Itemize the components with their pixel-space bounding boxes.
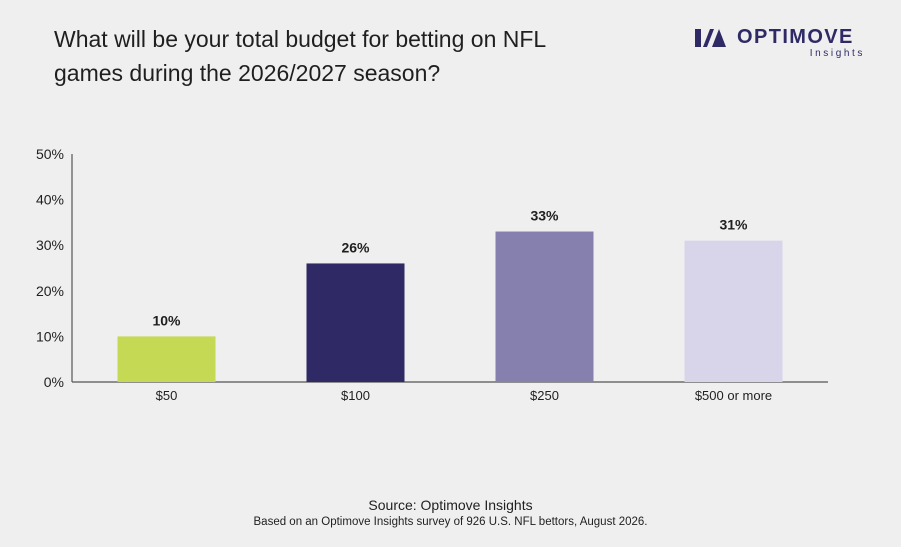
y-tick-label: 40% xyxy=(36,192,64,208)
y-tick-label: 50% xyxy=(36,146,64,162)
x-tick-label: $100 xyxy=(341,388,370,403)
bar xyxy=(684,240,783,382)
chart-title: What will be your total budget for betti… xyxy=(54,26,546,86)
brand-name: OPTIMOVE xyxy=(737,26,854,48)
optimove-logo: OPTIMOVE Insights xyxy=(695,26,865,61)
y-tick-label: 10% xyxy=(36,328,64,344)
bar xyxy=(306,263,405,382)
bar xyxy=(117,336,216,382)
x-tick-label: $500 or more xyxy=(695,388,772,403)
x-tick-label: $250 xyxy=(530,388,559,403)
data-label: 26% xyxy=(341,239,370,255)
survey-note: Based on an Optimove Insights survey of … xyxy=(253,516,648,528)
y-tick-label: 30% xyxy=(36,237,64,253)
y-tick-label: 0% xyxy=(44,374,64,390)
data-label: 10% xyxy=(152,312,181,328)
brand-subtitle: Insights xyxy=(809,48,865,59)
y-tick-label: 20% xyxy=(36,283,64,299)
data-label: 33% xyxy=(530,208,559,224)
source-label: Source: Optimove Insights xyxy=(368,497,533,513)
data-label: 31% xyxy=(719,217,748,233)
x-tick-label: $50 xyxy=(156,388,178,403)
bar xyxy=(495,231,594,382)
logo-mark-icon xyxy=(695,29,726,47)
